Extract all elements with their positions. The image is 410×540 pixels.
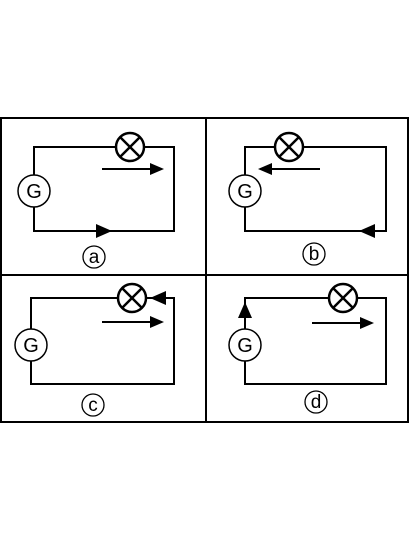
lamp-symbol [273,131,305,163]
panel-c: G c [14,282,175,417]
circuit-wire [244,146,275,175]
generator-label: G [237,181,253,203]
panel-label: c [88,395,98,416]
outer-frame [0,117,409,423]
panel-d: G d [228,282,387,414]
panel-label: d [311,392,322,413]
panel-label-circle [302,242,326,266]
circuit-wire [33,146,175,232]
circuit-wire [30,297,175,385]
arrow-left [150,291,166,305]
panel-label: b [309,244,320,265]
lamp-symbol [116,282,148,314]
generator-symbol [17,174,51,208]
panel-label-circle [81,393,105,417]
arrow-left [258,163,320,175]
arrow-left [359,224,375,238]
generator-label: G [237,335,253,357]
generator-symbol [228,328,262,362]
generator-label: G [26,181,42,203]
arrow-up [238,302,252,318]
lamp-symbol [114,131,146,163]
panel-a: G a [17,131,175,269]
circuit-wire [244,297,329,329]
generator-label: G [23,335,39,357]
generator-symbol [14,328,48,362]
generator-symbol [228,174,262,208]
panel-b: G b [228,131,387,266]
circuit-wire [33,146,116,175]
circuit-wire [244,297,387,385]
arrow-right [312,317,374,329]
circuit-wire [30,297,118,329]
arrow-right [102,163,164,175]
panel-label: a [89,247,100,268]
arrow-right [96,224,112,238]
lamp-symbol [327,282,359,314]
panel-label-circle [82,245,106,269]
arrow-right [102,316,164,328]
circuit-wire [244,146,387,232]
panel-label-circle [304,390,328,414]
